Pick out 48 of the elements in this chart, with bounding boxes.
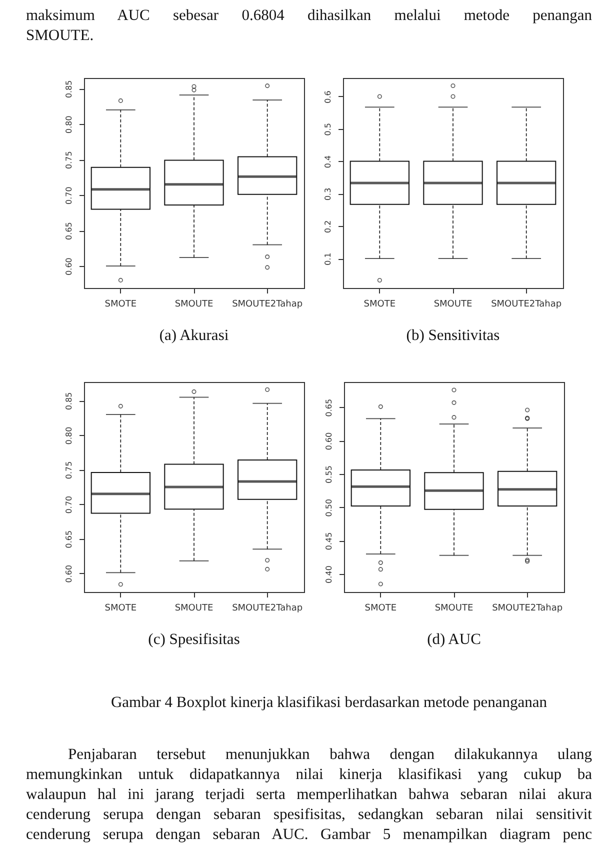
x-tick-label: SMOUTE (174, 604, 214, 614)
y-tick-label: 0.85 (64, 392, 74, 410)
x-tick-label: SMOUTE2Tahap (232, 300, 303, 310)
text: (c) Spesifisitas (148, 631, 240, 648)
y-tick-label: 0.75 (64, 151, 74, 169)
x-tick-label: SMOUTE2Tahap (492, 604, 563, 614)
y-tick-label: 0.60 (324, 432, 334, 450)
text: walaupun hal ini jarang terjadi serta memperlihatkan bahwa sebaran nilai akura (26, 785, 592, 805)
y-tick-label: 0.2 (324, 220, 332, 233)
y-tick-label: 0.3 (324, 188, 332, 201)
y-tick-label: 0.80 (64, 116, 74, 134)
y-tick-label: 0.60 (64, 564, 74, 583)
y-tick-label: 0.70 (64, 186, 74, 204)
x-tick-label: SMOTE (104, 300, 137, 310)
x-tick-label: SMOTE (364, 604, 397, 614)
y-tick-label: 0.5 (324, 123, 332, 136)
x-tick-label: SMOUTE (174, 300, 214, 310)
y-tick-label: 0.85 (64, 80, 74, 98)
y-tick-label: 0.50 (324, 498, 334, 517)
x-tick-label: SMOUTE2Tahap (232, 604, 303, 614)
text: memungkinkan untuk didapatkannya nilai kinerja klasifikasi yang cukup ba (26, 765, 592, 785)
y-tick-label: 0.60 (64, 258, 74, 276)
y-tick-label: 0.65 (64, 222, 74, 240)
y-tick-label: 0.55 (324, 466, 334, 484)
x-tick-label: SMOTE (364, 300, 396, 310)
text: (b) Sensitivitas (406, 327, 500, 344)
x-tick-label: SMOUTE (434, 300, 472, 310)
y-tick-label: 0.70 (64, 496, 74, 514)
x-tick-label: SMOUTE2Tahap (491, 300, 562, 310)
y-tick-label: 0.75 (64, 461, 74, 480)
text: Gambar 4 Boxplot kinerja klasifikasi berdasarkan metode penanganan (110, 693, 548, 713)
y-tick-label: 0.40 (324, 566, 334, 584)
y-tick-label: 0.6 (324, 90, 332, 104)
y-tick-label: 0.4 (324, 155, 332, 168)
text: Penjabaran tersebut menunjukkan bahwa dengan dilakukannya ulang (67, 745, 592, 765)
x-tick-label: SMOTE (104, 604, 137, 614)
y-tick-label: 0.65 (64, 530, 74, 548)
text: cenderung serupa dengan sebaran spesifisitas, sedangkan sebaran nilai sensitivit (26, 805, 592, 825)
text: (d) AUC (427, 631, 481, 648)
y-tick-label: 0.65 (324, 398, 334, 417)
text: (a) Akurasi (159, 327, 230, 344)
text: cenderung serupa dengan sebaran AUC. Gambar 5 menampilkan diagram penc (26, 825, 592, 845)
y-tick-label: 0.45 (324, 532, 334, 550)
x-tick-label: SMOUTE (434, 604, 474, 614)
y-tick-label: 0.80 (64, 426, 74, 445)
text: maksimum AUC sebesar 0.6804 dihasilkan melalui metode penangan (26, 6, 592, 26)
text: SMOUTE. (26, 26, 95, 46)
y-tick-label: 0.1 (324, 252, 332, 266)
